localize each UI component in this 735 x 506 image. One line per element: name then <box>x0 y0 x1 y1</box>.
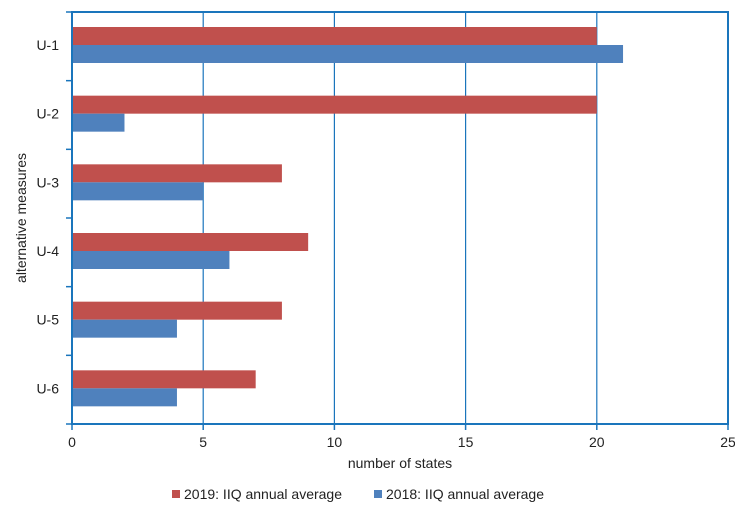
y-axis-ticks: U-1 U-2 U-3 U-4 U-5 U-6 <box>36 11 72 425</box>
x-tick-label-0: 0 <box>68 434 76 450</box>
y-tick-label-U-5: U-5 <box>36 312 59 328</box>
y-tick-label-U-6: U-6 <box>36 380 59 396</box>
x-tick-label-20: 20 <box>589 434 605 450</box>
y-tick-label-U-1: U-1 <box>36 37 59 53</box>
bar-U-4-series-2 <box>72 251 230 269</box>
x-tick-label-25: 25 <box>720 434 735 450</box>
x-axis-title: number of states <box>348 455 452 471</box>
bar-U-1-series-2 <box>72 45 624 63</box>
plot-frame <box>71 11 729 425</box>
y-tick-label-U-2: U-2 <box>36 106 59 122</box>
bar-U-2-series-2 <box>72 113 125 132</box>
bar-U-1-series-1 <box>72 27 597 45</box>
bars <box>72 27 624 407</box>
x-tick-label-5: 5 <box>199 434 207 450</box>
x-tick-label-10: 10 <box>327 434 343 450</box>
legend-swatch-series-2 <box>374 490 382 498</box>
bar-U-4-series-1 <box>72 233 309 251</box>
legend: 2019: IIQ annual average 2018: IIQ annual… <box>172 486 544 502</box>
bar-U-6-series-1 <box>72 370 256 389</box>
x-tick-label-15: 15 <box>458 434 474 450</box>
bar-U-5-series-1 <box>72 301 282 320</box>
legend-label-series-1: 2019: IIQ annual average <box>184 486 342 502</box>
y-tick-label-U-4: U-4 <box>36 243 59 259</box>
bar-U-2-series-1 <box>72 95 597 114</box>
legend-label-series-2: 2018: IIQ annual average <box>386 486 544 502</box>
bar-U-3-series-1 <box>72 164 282 183</box>
bar-U-6-series-2 <box>72 388 177 407</box>
y-tick-label-U-3: U-3 <box>36 174 59 190</box>
legend-swatch-series-1 <box>172 490 180 498</box>
x-axis-ticks: 0 5 10 15 20 25 <box>68 424 735 450</box>
bar-U-3-series-2 <box>72 182 204 201</box>
y-axis-title: alternative measures <box>13 153 29 283</box>
gridlines <box>202 12 598 424</box>
bar-U-5-series-2 <box>72 319 177 338</box>
